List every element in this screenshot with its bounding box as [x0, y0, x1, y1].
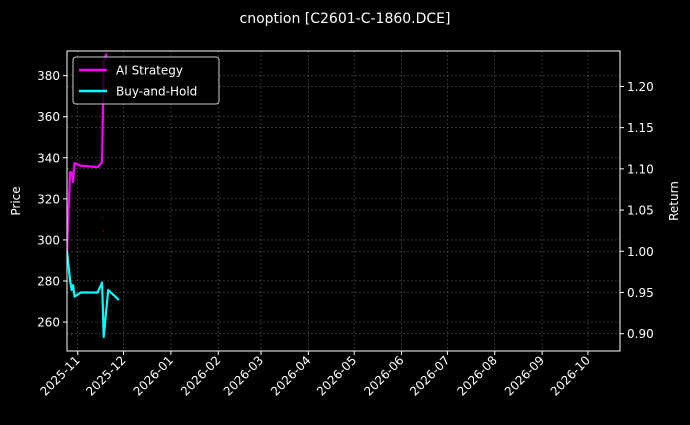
legend-label-buy-and-hold: Buy-and-Hold — [116, 85, 197, 99]
x-tick-label: 2026-08 — [455, 353, 500, 398]
series-line-buy-and-hold — [67, 251, 119, 337]
y-axis-label: Price — [9, 186, 23, 215]
x-tick-label: 2026-06 — [361, 353, 406, 398]
y2-tick-label: 1.20 — [627, 80, 654, 94]
x-tick-label: 2026-05 — [314, 353, 359, 398]
y-tick-label: 360 — [37, 110, 60, 124]
y-tick-label: 260 — [37, 316, 60, 330]
y2-tick-label: 1.05 — [627, 204, 654, 218]
legend: AI Strategy Buy-and-Hold — [73, 57, 219, 104]
y2-axis-label: Return — [667, 181, 681, 221]
x-tick-label: 2026-07 — [407, 353, 452, 398]
y2-tick-label: 1.10 — [627, 162, 654, 176]
y2-tick-label: 1.15 — [627, 121, 654, 135]
x-tick-label: 2026-09 — [502, 353, 547, 398]
legend-label-ai-strategy: AI Strategy — [116, 64, 183, 78]
y2-tick-label: 0.90 — [627, 327, 654, 341]
y-tick-label: 320 — [37, 192, 60, 206]
y2-tick-label: 1.00 — [627, 245, 654, 259]
y-tick-label: 380 — [37, 69, 60, 83]
y-tick-label: 340 — [37, 151, 60, 165]
x-tick-label: 2025-11 — [37, 353, 82, 398]
chart-title: cnoption [C2601-C-1860.DCE] — [240, 11, 451, 27]
x-tick-label: 2026-01 — [131, 353, 176, 398]
x-tick-label: 2026-10 — [548, 353, 593, 398]
y-tick-label: 300 — [37, 233, 60, 247]
x-tick-label: 2025-12 — [83, 353, 128, 398]
y-tick-label: 280 — [37, 274, 60, 288]
x-tick-label: 2026-04 — [268, 353, 313, 398]
x-tick-label: 2026-02 — [178, 353, 223, 398]
y2-tick-label: 0.95 — [627, 286, 654, 300]
x-tick-label: 2026-03 — [221, 353, 266, 398]
